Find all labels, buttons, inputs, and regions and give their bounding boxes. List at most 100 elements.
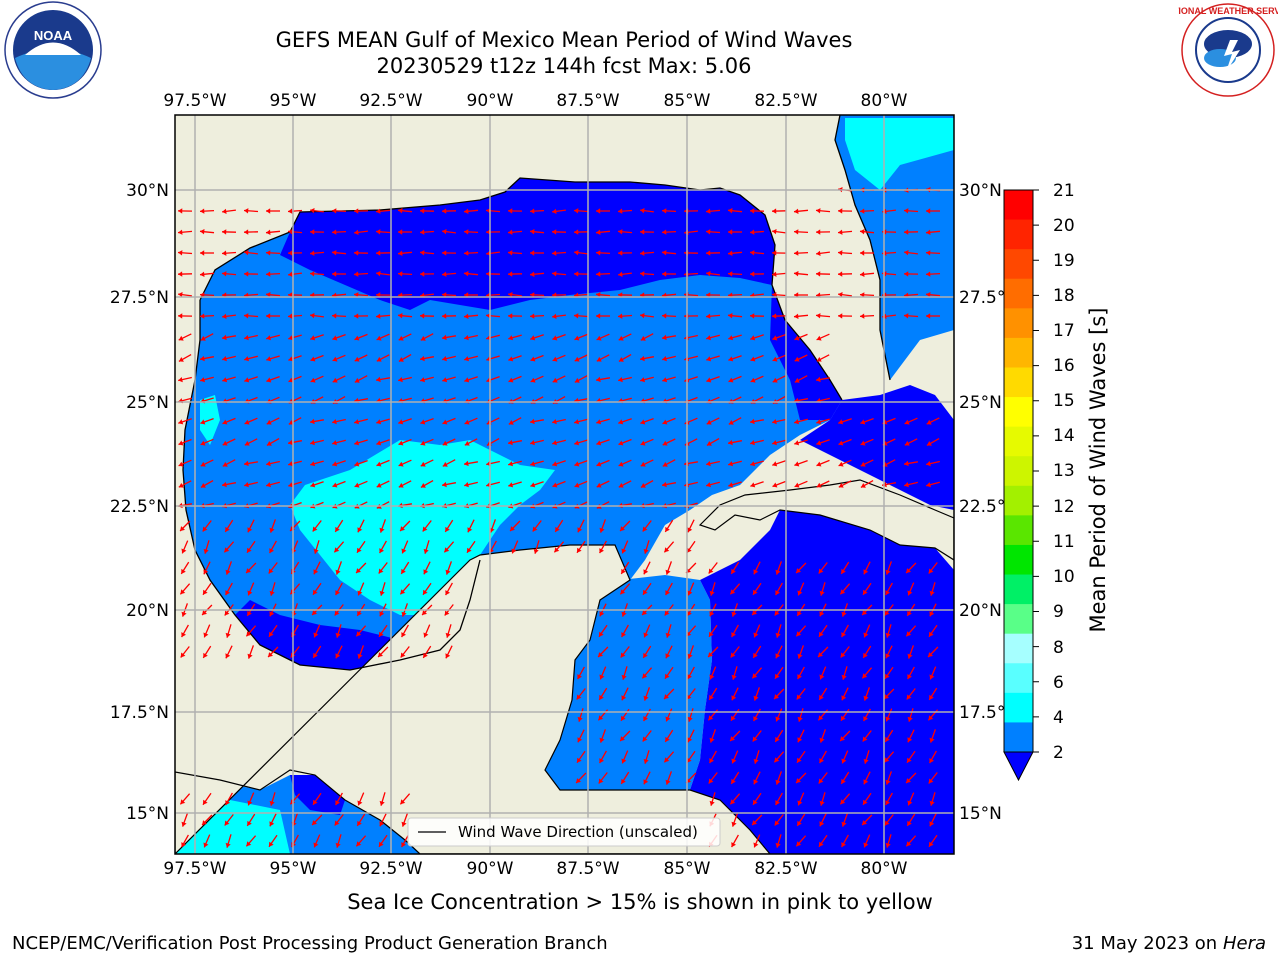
wind-wave-arrow-head bbox=[819, 674, 825, 680]
wind-wave-arrow-head bbox=[706, 461, 711, 467]
wind-wave-arrow-head bbox=[464, 377, 470, 383]
wind-wave-arrow-head bbox=[838, 250, 843, 256]
wind-wave-arrow-head bbox=[750, 356, 756, 362]
wind-wave-arrow-head bbox=[574, 482, 580, 488]
wind-wave-arrow-head bbox=[926, 208, 931, 214]
colorbar-segment bbox=[1004, 544, 1033, 576]
wind-wave-arrow-head bbox=[819, 841, 824, 847]
wind-wave-arrow-head bbox=[181, 842, 186, 848]
wind-wave-arrow-head bbox=[620, 589, 626, 595]
wind-wave-arrow-head bbox=[376, 482, 382, 488]
lon-label: 92.5°W bbox=[359, 859, 422, 879]
wind-wave-arrow-head bbox=[376, 208, 381, 214]
colorbar-tick-label: 2 bbox=[1053, 743, 1064, 763]
wind-wave-arrow-head bbox=[178, 482, 184, 488]
wind-wave-arrow-head bbox=[709, 737, 715, 743]
wind-wave-arrow-head bbox=[728, 356, 734, 362]
wind-wave-arrow-head bbox=[862, 820, 867, 825]
wind-wave-arrow-head bbox=[354, 482, 360, 488]
wind-wave-arrow-head bbox=[203, 652, 208, 658]
wind-wave-arrow-head bbox=[225, 632, 231, 638]
wind-wave-arrow-head bbox=[552, 271, 557, 277]
wind-wave-arrow-head bbox=[620, 526, 625, 531]
wind-wave-arrow-head bbox=[860, 292, 865, 298]
wind-wave-arrow-head bbox=[574, 335, 580, 341]
noaa-logo-text: NOAA bbox=[34, 28, 73, 43]
wind-wave-arrow-head bbox=[885, 569, 891, 575]
wind-wave-arrow-head bbox=[906, 568, 911, 573]
wind-wave-arrow-head bbox=[420, 208, 425, 214]
wind-wave-arrow-head bbox=[731, 632, 736, 638]
wind-wave-arrow-head bbox=[926, 313, 931, 319]
wind-wave-arrow-head bbox=[662, 356, 667, 362]
colorbar-segment bbox=[1004, 249, 1033, 280]
wind-wave-arrow-head bbox=[926, 419, 932, 425]
colorbar-segment bbox=[1004, 426, 1033, 457]
wind-wave-arrow-head bbox=[400, 589, 406, 595]
wind-wave-arrow-head bbox=[907, 674, 912, 680]
wind-wave-arrow-head bbox=[222, 419, 228, 425]
wind-wave-arrow-head bbox=[313, 569, 319, 575]
wind-wave-arrow-head bbox=[796, 841, 802, 847]
colorbar-tick-label: 10 bbox=[1053, 567, 1075, 587]
wind-wave-arrow-head bbox=[379, 821, 385, 827]
lon-label: 90°W bbox=[467, 859, 514, 879]
wind-wave-arrow-head bbox=[596, 208, 601, 214]
wind-wave-arrow-head bbox=[332, 250, 337, 256]
lon-label: 92.5°W bbox=[359, 91, 422, 111]
wind-wave-arrow-head bbox=[772, 208, 777, 214]
wind-wave-arrow-head bbox=[268, 652, 273, 657]
wind-wave-arrow-head bbox=[796, 568, 801, 573]
wind-wave-arrow-head bbox=[772, 461, 778, 467]
wind-wave-arrow-head bbox=[335, 800, 340, 806]
wind-wave-arrow-head bbox=[508, 229, 513, 235]
wind-wave-arrow-head bbox=[797, 800, 803, 806]
wind-wave-arrow-head bbox=[334, 820, 340, 826]
wind-wave-arrow-head bbox=[643, 589, 648, 595]
wind-wave-arrow-head bbox=[222, 356, 227, 362]
map-plot-area: Wind Wave Direction (unscaled) bbox=[175, 115, 954, 854]
lat-label: 30°N bbox=[126, 181, 169, 201]
wind-wave-arrow-head bbox=[618, 250, 623, 256]
wind-wave-arrow-head bbox=[379, 611, 385, 617]
wind-wave-arrow-head bbox=[753, 799, 758, 805]
wind-wave-arrow-head bbox=[379, 548, 384, 554]
wind-wave-arrow-head bbox=[268, 568, 274, 574]
wind-wave-arrow-head bbox=[464, 208, 469, 214]
wind-wave-arrow-head bbox=[687, 716, 693, 722]
sea-ice-caption: Sea Ice Concentration > 15% is shown in … bbox=[347, 890, 933, 914]
wind-wave-arrow-head bbox=[884, 757, 890, 763]
wind-wave-arrow-head bbox=[665, 526, 670, 532]
wind-wave-arrow-head bbox=[222, 313, 227, 319]
nws-logo-text: NATIONAL WEATHER SERVICE bbox=[1178, 6, 1278, 16]
wind-wave-arrow-head bbox=[838, 271, 843, 277]
wind-wave-arrow-head bbox=[376, 335, 382, 341]
wind-wave-arrow-head bbox=[224, 820, 230, 826]
wind-wave-arrow-head bbox=[863, 589, 868, 595]
wind-wave-arrow-head bbox=[620, 736, 625, 741]
wind-wave-arrow-head bbox=[775, 590, 780, 596]
wind-wave-arrow-head bbox=[709, 631, 714, 637]
wind-wave-arrow-head bbox=[356, 841, 362, 847]
wind-wave-arrow-head bbox=[750, 208, 755, 214]
wind-wave-arrow-head bbox=[574, 229, 579, 235]
colorbar-segment bbox=[1004, 367, 1033, 398]
wind-wave-arrow-head bbox=[599, 737, 605, 743]
wind-wave-arrow-head bbox=[753, 842, 759, 848]
wind-wave-arrow-head bbox=[598, 778, 604, 784]
wind-wave-arrow-head bbox=[552, 313, 557, 319]
wind-wave-arrow-head bbox=[200, 271, 205, 277]
lon-label: 85°W bbox=[664, 859, 711, 879]
wind-wave-arrow-head bbox=[222, 377, 228, 383]
wind-wave-arrow-head bbox=[665, 716, 671, 722]
wind-wave-arrow-head bbox=[728, 229, 733, 235]
wind-wave-arrow-head bbox=[816, 229, 821, 235]
wind-wave-arrow-head bbox=[552, 482, 558, 488]
wind-wave-arrow-head bbox=[906, 778, 911, 783]
wind-wave-arrow-head bbox=[313, 799, 318, 805]
wind-wave-arrow-head bbox=[664, 694, 669, 699]
wind-wave-arrow-head bbox=[816, 250, 821, 256]
wind-wave-arrow-head bbox=[796, 694, 802, 700]
wind-wave-arrow-head bbox=[904, 440, 910, 446]
wind-wave-arrow-head bbox=[794, 229, 799, 235]
